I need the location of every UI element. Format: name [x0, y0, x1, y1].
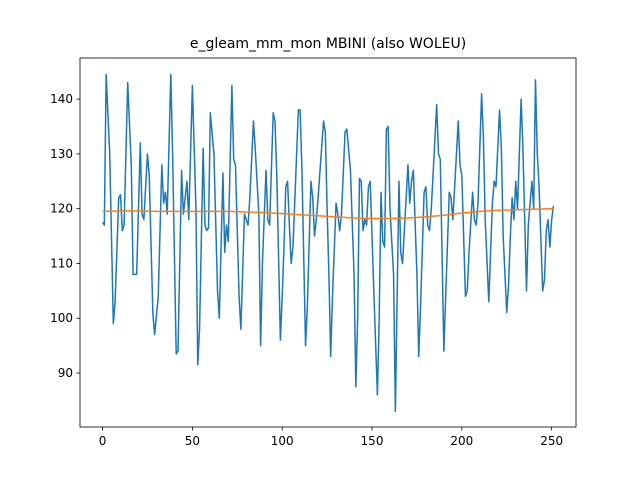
x-tick-label: 150	[361, 434, 384, 448]
chart-title: e_gleam_mm_mon MBINI (also WOLEU)	[190, 36, 466, 52]
x-tick-label: 0	[99, 434, 107, 448]
plot-area	[101, 73, 555, 413]
x-tick-label: 50	[185, 434, 200, 448]
y-tick-label: 100	[50, 311, 73, 325]
y-tick-label: 120	[50, 202, 73, 216]
y-tick-label: 90	[58, 366, 73, 380]
y-tick-label: 140	[50, 92, 73, 106]
x-tick-label: 100	[271, 434, 294, 448]
x-tick-label: 250	[540, 434, 563, 448]
data-line	[101, 73, 555, 413]
y-tick-label: 110	[50, 256, 73, 270]
data-line	[102, 207, 554, 220]
x-tick-label: 200	[450, 434, 473, 448]
axes-frame	[79, 57, 577, 428]
y-tick-label: 130	[50, 147, 73, 161]
